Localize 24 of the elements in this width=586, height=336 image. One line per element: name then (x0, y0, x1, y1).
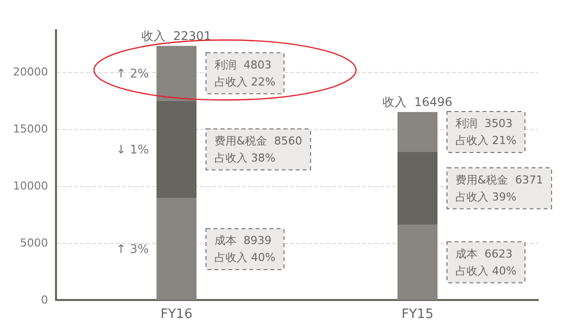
bar (398, 224, 438, 300)
x-tick-label: FY16 (160, 307, 192, 322)
bar (398, 152, 438, 225)
bar (156, 46, 196, 101)
annotation: 费用&税金 6371 占收入 39% (456, 173, 544, 204)
y-tick-label: 10000 (13, 180, 48, 193)
bar (398, 112, 438, 152)
y-tick-label: 20000 (13, 66, 48, 79)
annotation: 费用&税金 8560 占收入 38% (214, 134, 302, 164)
annotation: ↑ 3% (116, 242, 149, 256)
y-tick-label: 15000 (13, 122, 48, 136)
annotation: 利润 3503 占收入 21% (456, 117, 516, 148)
annotation: ↑ 2% (116, 66, 149, 80)
y-tick-label: 5000 (20, 236, 48, 250)
x-tick-label: FY15 (402, 307, 434, 322)
annotation: 利润 4803 占收入 22% (214, 58, 276, 88)
total-label: 收入 22301 (142, 28, 212, 43)
annotation: 成本 6623 占收入 40% (456, 247, 516, 278)
bar (156, 198, 196, 300)
bar (156, 100, 196, 198)
total-label: 收入 16496 (382, 95, 452, 110)
annotation: 成本 8939 占收入 40% (214, 234, 276, 264)
annotation: ↓ 1% (116, 142, 149, 156)
y-tick-label: 0 (41, 294, 48, 306)
